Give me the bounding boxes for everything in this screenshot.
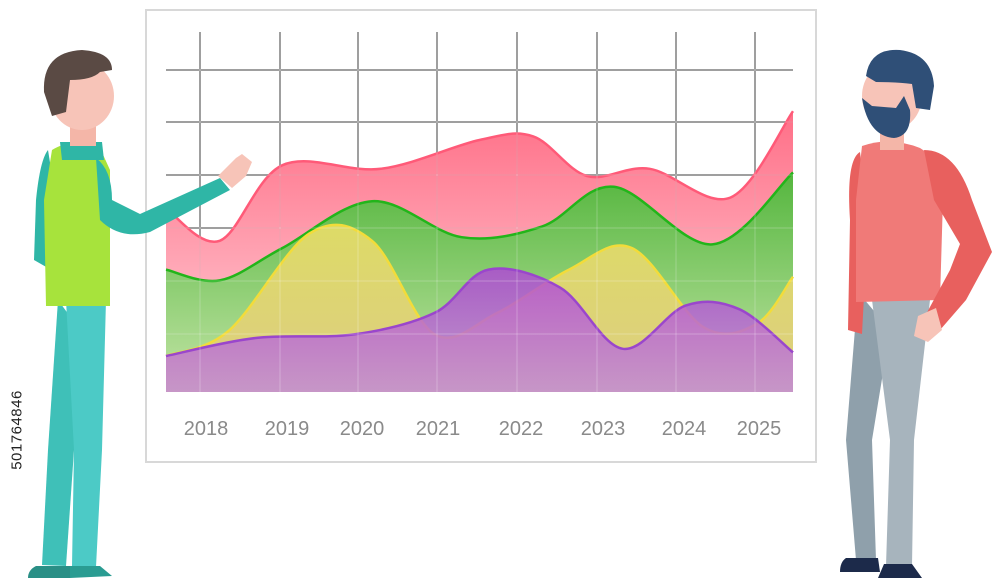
presenter-arm-front xyxy=(96,158,230,235)
presenter-vest xyxy=(44,143,110,306)
listener-figure xyxy=(840,49,992,578)
listener-shoe-front xyxy=(878,564,922,578)
x-tick-label: 2021 xyxy=(416,418,461,440)
presenter-leg-front xyxy=(66,300,106,567)
listener-shirt xyxy=(856,141,944,302)
x-tick-label: 2019 xyxy=(265,418,310,440)
listener-leg-front xyxy=(872,300,930,566)
chart-grid-overlay xyxy=(166,32,793,392)
listener-hand xyxy=(914,308,942,342)
x-tick-label: 2023 xyxy=(581,418,626,440)
stock-id-text: 501764846 xyxy=(8,390,26,470)
line-series-2 xyxy=(165,171,794,283)
x-tick-label: 2018 xyxy=(184,418,229,440)
x-axis-ticks: 2018 2019 2020 2021 2022 2023 2024 2025 xyxy=(184,418,782,440)
presenter-hand xyxy=(218,154,252,188)
listener-hair xyxy=(866,49,934,110)
x-tick-label: 2020 xyxy=(340,418,385,440)
x-tick-label: 2025 xyxy=(737,418,782,440)
chart-areas xyxy=(165,110,795,392)
listener-beard xyxy=(862,96,911,138)
listener-arm-front xyxy=(924,150,992,330)
presenter-figure xyxy=(28,50,252,578)
stock-id-watermark: 501764846 xyxy=(2,330,32,530)
listener-shoe-back xyxy=(840,558,880,572)
x-tick-label: 2024 xyxy=(662,418,707,440)
line-series-4 xyxy=(165,267,794,358)
presenter-shoe-front xyxy=(70,566,112,578)
x-tick-label: 2022 xyxy=(499,418,544,440)
presenter-collar xyxy=(60,142,104,160)
presenter-hair xyxy=(43,50,112,116)
presenter-shoe-back xyxy=(28,566,70,578)
line-series-1 xyxy=(165,110,795,244)
listener-leg-back xyxy=(846,292,890,560)
area-series-4 xyxy=(166,268,793,392)
